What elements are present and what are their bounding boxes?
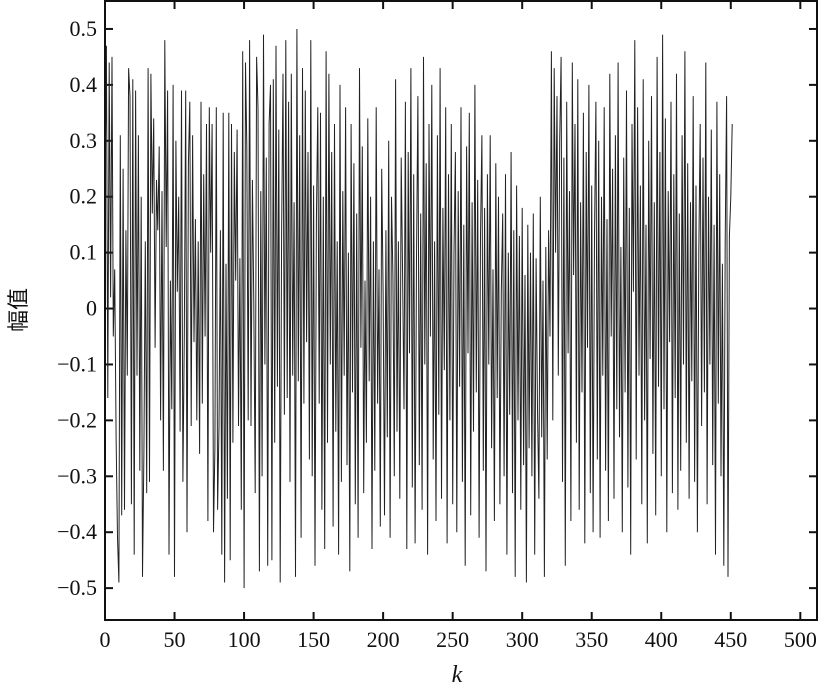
series-line	[104, 28, 733, 589]
y-tick-label: 0.3	[70, 128, 98, 153]
x-tick-label: 300	[506, 627, 539, 652]
x-tick-label: 50	[164, 627, 186, 652]
y-axis-label: 幅值	[6, 288, 31, 332]
x-tick-label: 0	[100, 627, 111, 652]
x-axis-label: k	[452, 662, 463, 688]
x-tick-label: 200	[367, 627, 400, 652]
x-tick-label: 250	[436, 627, 469, 652]
y-tick-label: 0.4	[70, 72, 98, 97]
y-tick-label: −0.3	[57, 463, 97, 488]
x-tick-label: 450	[714, 627, 747, 652]
y-tick-label: −0.4	[57, 519, 97, 544]
y-tick-label: −0.2	[57, 407, 97, 432]
x-tick-label: 400	[645, 627, 678, 652]
plot-frame	[104, 0, 818, 621]
y-tick-label: 0	[86, 296, 97, 321]
x-tick-label: 500	[784, 627, 817, 652]
y-tick-label: 0.1	[70, 240, 98, 265]
x-tick-label: 350	[575, 627, 608, 652]
y-tick-label: −0.1	[57, 351, 97, 376]
y-tick-label: 0.2	[70, 184, 98, 209]
x-tick-label: 150	[297, 627, 330, 652]
x-tick-label: 100	[228, 627, 261, 652]
y-tick-label: 0.5	[70, 16, 98, 41]
y-tick-label: −0.5	[57, 575, 97, 600]
